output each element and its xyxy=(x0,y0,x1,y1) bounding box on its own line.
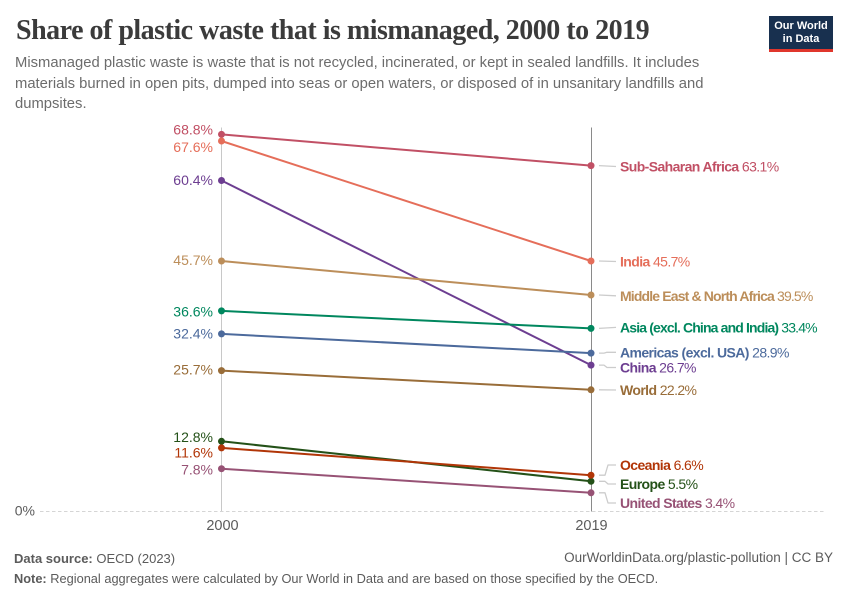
svg-text:2000: 2000 xyxy=(206,518,238,534)
svg-text:Europe 5.5%: Europe 5.5% xyxy=(620,476,698,492)
svg-text:11.6%: 11.6% xyxy=(174,445,213,461)
svg-text:China 26.7%: China 26.7% xyxy=(620,360,696,376)
svg-text:7.8%: 7.8% xyxy=(181,461,213,477)
svg-text:2019: 2019 xyxy=(575,518,607,534)
svg-text:Americas (excl. USA) 28.9%: Americas (excl. USA) 28.9% xyxy=(620,344,789,360)
svg-text:67.6%: 67.6% xyxy=(173,139,213,155)
svg-text:Asia (excl. China and India) 3: Asia (excl. China and India) 33.4% xyxy=(620,319,817,335)
svg-text:45.7%: 45.7% xyxy=(173,252,213,268)
svg-text:Oceania 6.6%: Oceania 6.6% xyxy=(620,457,703,473)
svg-text:12.8%: 12.8% xyxy=(173,429,213,445)
svg-text:Sub-Saharan Africa 63.1%: Sub-Saharan Africa 63.1% xyxy=(620,159,779,175)
svg-text:World 22.2%: World 22.2% xyxy=(620,382,697,398)
svg-text:60.4%: 60.4% xyxy=(173,172,213,188)
svg-text:68.8%: 68.8% xyxy=(173,121,213,137)
svg-text:United States 3.4%: United States 3.4% xyxy=(620,495,735,511)
svg-text:36.6%: 36.6% xyxy=(173,303,213,319)
svg-text:32.4%: 32.4% xyxy=(173,326,213,342)
svg-text:25.7%: 25.7% xyxy=(173,361,213,377)
svg-text:Middle East & North Africa 39.: Middle East & North Africa 39.5% xyxy=(620,288,813,304)
svg-text:India 45.7%: India 45.7% xyxy=(620,254,690,270)
svg-text:0%: 0% xyxy=(15,503,35,519)
